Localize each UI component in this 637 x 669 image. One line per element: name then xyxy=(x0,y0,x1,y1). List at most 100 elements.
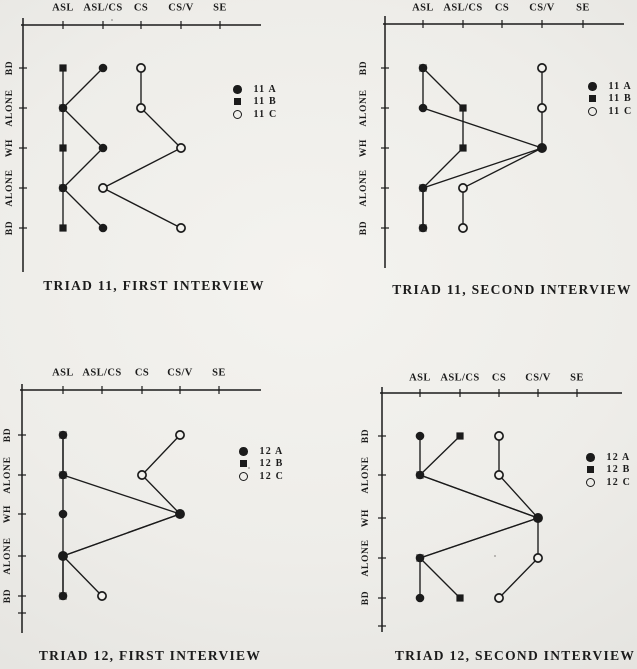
open-circle-marker xyxy=(537,63,547,73)
legend-item: 12 B xyxy=(239,458,284,471)
filled-circle-marker xyxy=(58,509,68,519)
y-axis-label: WH xyxy=(359,138,369,158)
legend-label: 11 A xyxy=(253,83,277,95)
open-circle-marker xyxy=(176,143,186,153)
legend-triad-12-second: 12 A 12 B 12 C xyxy=(586,451,631,489)
filled-circle-marker xyxy=(537,143,547,153)
filled-square-marker xyxy=(459,104,467,112)
open-circle-marker xyxy=(137,470,147,480)
x-axis-label: ASL xyxy=(409,372,431,384)
open-circle-marker xyxy=(533,553,543,563)
legend-item: 12 B xyxy=(586,464,631,477)
legend-label: 12 B xyxy=(606,464,631,476)
open-circle-marker xyxy=(136,103,146,113)
filled-circle-marker xyxy=(418,103,428,113)
legend-item: 12 C xyxy=(586,476,631,489)
legend-label: 11 C xyxy=(608,105,633,117)
filled-circle-icon xyxy=(233,85,242,94)
y-axis-label: WH xyxy=(361,508,371,528)
x-axis-label: ASL xyxy=(52,367,74,379)
y-axis-label: BD xyxy=(359,60,369,76)
y-axis-label: ALONE xyxy=(5,89,15,127)
filled-circle-marker xyxy=(58,551,68,561)
legend-label: 11 C xyxy=(253,108,278,120)
filled-circle-marker xyxy=(533,513,543,523)
open-circle-marker xyxy=(176,223,186,233)
legend-label: 12 A xyxy=(606,451,631,463)
scan-speck xyxy=(494,555,496,557)
filled-circle-marker xyxy=(415,470,425,480)
open-circle-marker xyxy=(97,591,107,601)
y-axis-label: ALONE xyxy=(5,169,15,207)
filled-circle-marker xyxy=(415,431,425,441)
x-axis-label: CS/V xyxy=(167,367,193,379)
y-axis-label: ALONE xyxy=(359,89,369,127)
legend-item: 11 A xyxy=(233,83,277,96)
filled-square-icon xyxy=(589,95,596,103)
legend-triad-12-first: 12 A 12 B 12 C xyxy=(239,445,284,483)
x-axis-label: SE xyxy=(570,372,584,384)
filled-circle-marker xyxy=(418,183,428,193)
filled-square-marker xyxy=(59,224,67,232)
open-circle-icon xyxy=(233,109,242,119)
y-axis-label: ALONE xyxy=(361,539,371,577)
x-axis-label: ASL/CS xyxy=(83,2,123,14)
filled-circle-marker xyxy=(58,183,68,193)
x-axis-label: ASL/CS xyxy=(82,367,122,379)
y-axis-label: BD xyxy=(3,588,13,604)
x-axis-label: CS/V xyxy=(529,2,555,14)
filled-circle-marker xyxy=(98,63,108,73)
x-axis-label: SE xyxy=(212,367,226,379)
legend-label: 12 A xyxy=(259,445,284,457)
y-axis-label: BD xyxy=(359,220,369,236)
x-axis-label: CS/V xyxy=(525,372,551,384)
filled-circle-marker xyxy=(418,223,428,233)
legend-triad-11-first: 11 A 11 B 11 C xyxy=(233,83,277,121)
filled-circle-marker xyxy=(98,143,108,153)
y-axis-label: ALONE xyxy=(3,456,13,494)
chart-caption: TRIAD 11, SECOND INTERVIEW xyxy=(392,282,632,297)
x-axis-label: CS xyxy=(494,2,510,14)
legend-label: 12 C xyxy=(259,470,285,482)
filled-square-marker xyxy=(176,510,184,518)
open-circle-marker xyxy=(136,63,146,73)
filled-circle-marker xyxy=(415,553,425,563)
plot-group-2 xyxy=(18,384,261,633)
legend-item: 11 C xyxy=(233,108,277,121)
x-axis-label: CS xyxy=(491,372,507,384)
open-circle-icon xyxy=(239,471,248,481)
filled-circle-icon xyxy=(239,447,248,456)
x-axis-label: ASL xyxy=(52,2,74,14)
filled-square-icon xyxy=(240,460,247,468)
legend-label: 12 B xyxy=(259,458,284,470)
x-axis-label: CS xyxy=(133,2,149,14)
legend-label: 11 A xyxy=(608,80,632,92)
filled-square-icon xyxy=(234,98,241,106)
y-axis-label: ALONE xyxy=(359,169,369,207)
open-circle-marker xyxy=(175,430,185,440)
chart-caption: TRIAD 12, FIRST INTERVIEW xyxy=(38,648,262,663)
plot-group-3 xyxy=(378,387,622,632)
x-axis-label: ASL/CS xyxy=(440,372,480,384)
legend-triad-11-second: 11 A 11 B 11 C xyxy=(588,80,632,118)
filled-square-marker xyxy=(459,144,467,152)
scan-speck xyxy=(111,19,113,21)
legend-label: 12 C xyxy=(606,476,632,488)
open-circle-marker xyxy=(98,183,108,193)
y-axis-label: BD xyxy=(3,427,13,443)
filled-circle-icon xyxy=(586,453,595,462)
filled-square-marker xyxy=(59,64,67,72)
filled-circle-marker xyxy=(58,591,68,601)
filled-square-marker xyxy=(456,432,464,440)
filled-square-icon xyxy=(587,466,594,474)
open-circle-marker xyxy=(494,470,504,480)
open-circle-icon xyxy=(586,477,595,487)
open-circle-marker xyxy=(537,103,547,113)
y-axis-label: WH xyxy=(3,504,13,524)
legend-item: 12 C xyxy=(239,470,284,483)
chart-caption: TRIAD 11, FIRST INTERVIEW xyxy=(43,278,265,293)
filled-circle-marker xyxy=(58,103,68,113)
legend-item: 11 A xyxy=(588,80,632,93)
x-axis-label: SE xyxy=(213,2,227,14)
